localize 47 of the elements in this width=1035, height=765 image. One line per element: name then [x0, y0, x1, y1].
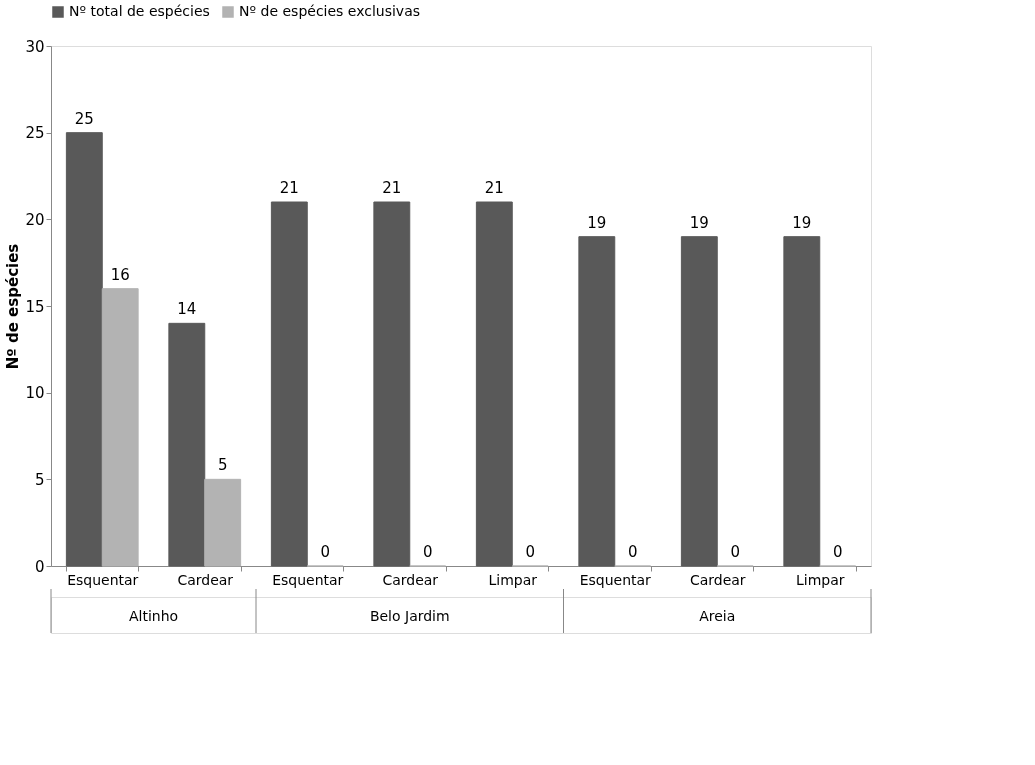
bar [373, 201, 411, 567]
y-tick-label: 25 [25, 124, 45, 143]
data-label: 0 [730, 543, 740, 561]
data-label: 0 [832, 543, 843, 561]
bar [783, 236, 821, 567]
x-tick-label: Limpar [795, 571, 845, 588]
data-label: 0 [320, 543, 330, 561]
bar [204, 478, 242, 567]
bar [475, 201, 513, 567]
x-tick-label: Esquentar [67, 571, 139, 588]
x-tick-label: Esquentar [272, 571, 344, 588]
x-tick-label: Cardear [382, 571, 439, 588]
data-label: 5 [217, 456, 228, 475]
data-label: 19 [689, 213, 709, 232]
bar [101, 288, 139, 567]
y-tick-label: 15 [25, 297, 45, 316]
data-label: 14 [177, 300, 197, 319]
y-tick-label: 10 [25, 384, 45, 403]
data-label: 0 [422, 543, 433, 561]
text: Belo Jardim [369, 608, 450, 624]
bar [680, 236, 718, 567]
y-tick-label: 0 [34, 557, 45, 576]
y-tick-label: 20 [25, 210, 45, 229]
text: Altinho [128, 608, 179, 624]
y-axis-title: Nº de espécies [4, 243, 23, 370]
x-tick-label: Esquentar [579, 571, 652, 588]
x-tick-label: Cardear [177, 571, 234, 588]
data-label: 21 [279, 179, 299, 197]
bar [578, 236, 616, 567]
data-label: 19 [792, 213, 812, 232]
data-label: 0 [627, 543, 638, 561]
data-label: 21 [382, 179, 402, 197]
y-tick-label: 5 [34, 470, 45, 489]
y-tick-label: 30 [25, 37, 45, 56]
data-label: 19 [587, 213, 607, 232]
bar [168, 322, 206, 567]
text: Areia [699, 608, 736, 624]
x-tick-label: Cardear [689, 571, 746, 588]
bar [270, 201, 308, 567]
data-label: 16 [110, 265, 130, 284]
x-tick-label: Limpar [488, 571, 538, 588]
data-label: 25 [74, 109, 94, 128]
data-label: 0 [525, 543, 535, 561]
legend-label: Nº de espécies exclusivas [239, 3, 421, 19]
bar [65, 132, 103, 567]
data-label: 21 [484, 179, 504, 197]
legend-label: Nº total de espécies [69, 3, 210, 19]
